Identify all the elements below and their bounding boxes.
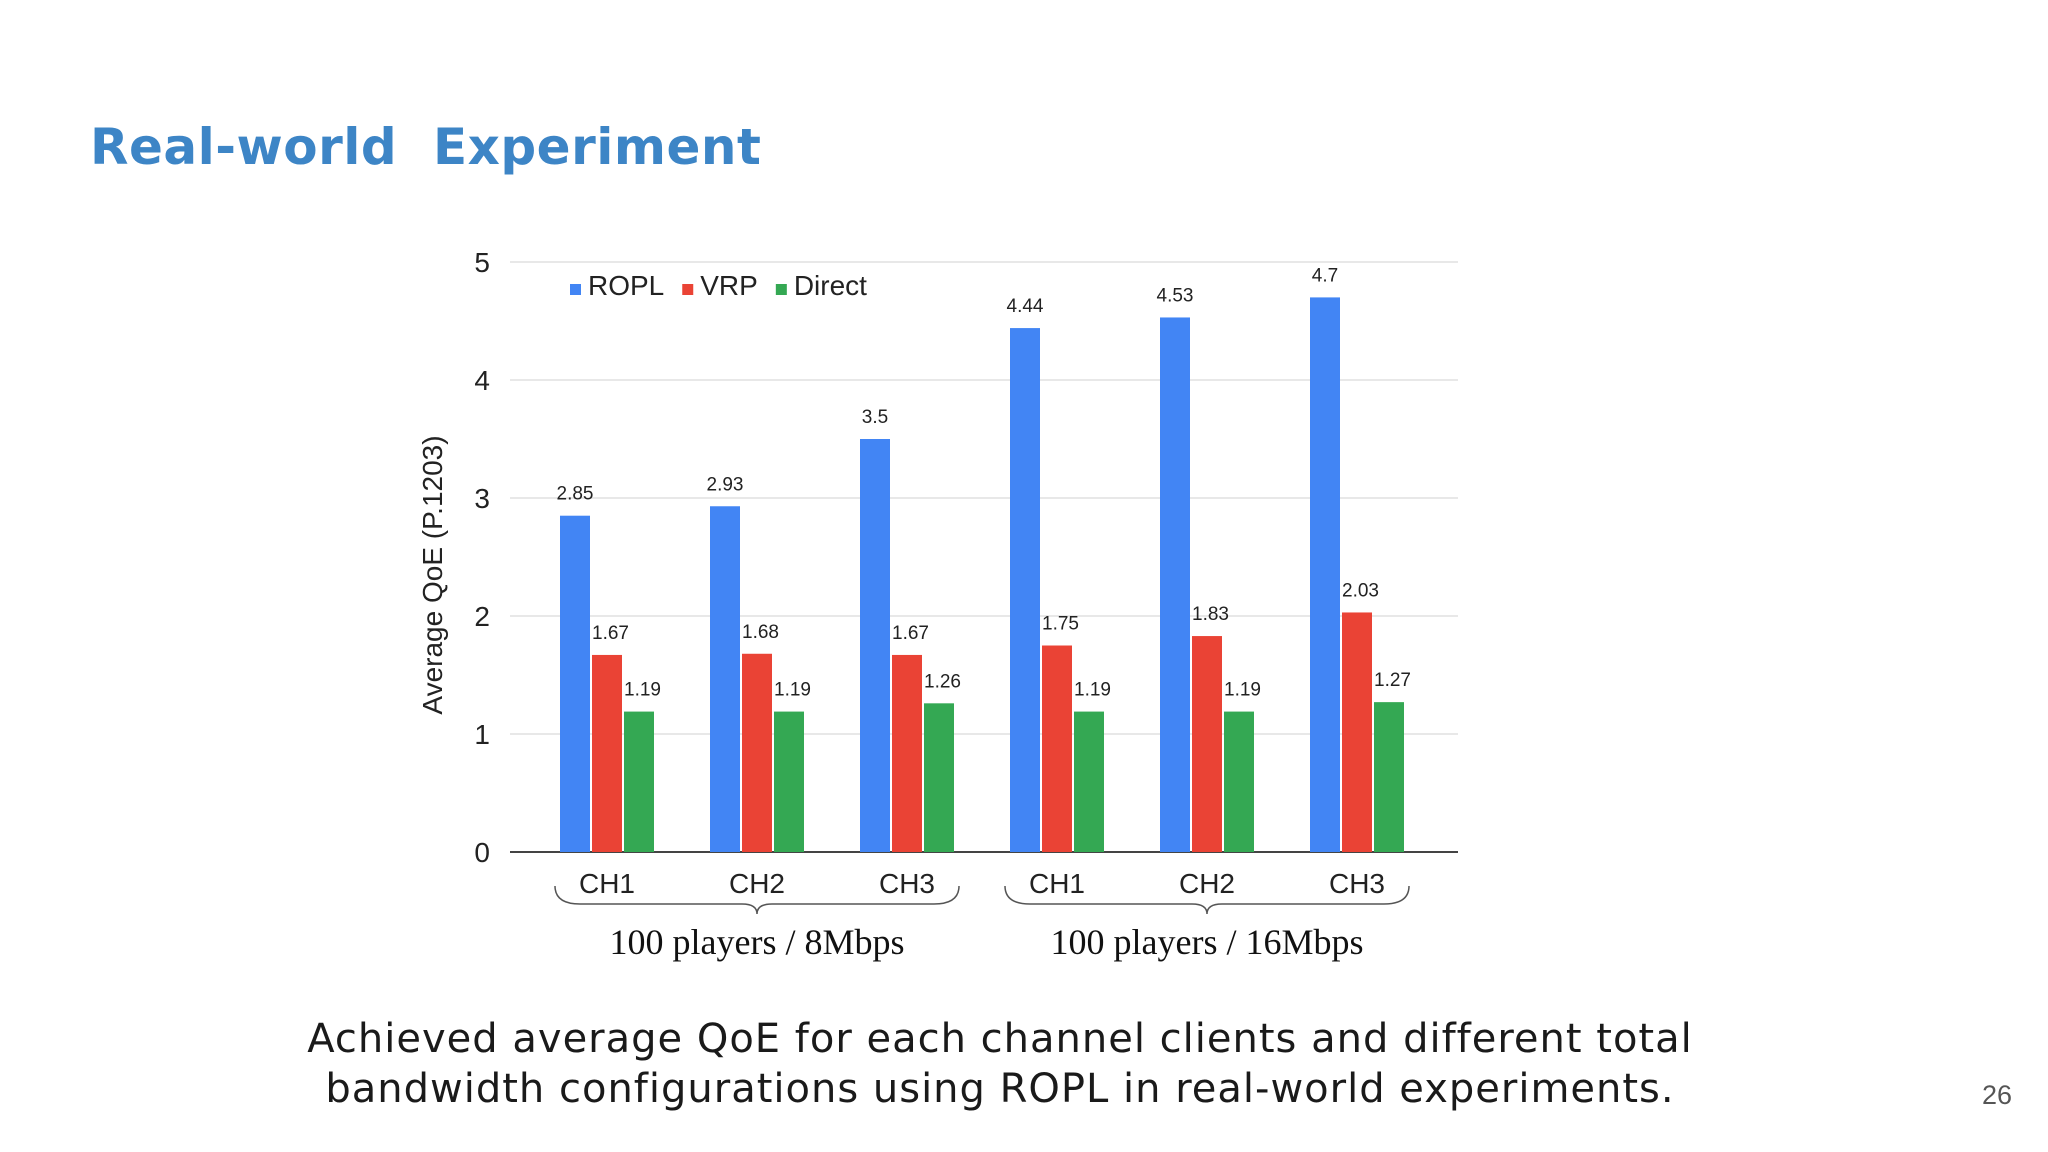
- bar-direct-6: [1374, 702, 1404, 852]
- data-labels: 2.85 1.67 1.19 2.93 1.68 1.19 3.5 1.67 1.26 4.44 1…: [557, 265, 1411, 700]
- legend-swatch-ropl: [570, 284, 581, 295]
- data-label: 1.68: [742, 622, 779, 643]
- legend-label-direct: Direct: [794, 270, 867, 301]
- data-label: 1.27: [1374, 670, 1411, 691]
- grid-lines: [510, 261, 1458, 853]
- y-axis-label: Average QoE (P.1203): [417, 435, 448, 714]
- bar-vrp-5: [1192, 636, 1222, 852]
- group-labels: 100 players / 8Mbps 100 players / 16Mbps: [554, 885, 1410, 962]
- data-label: 3.5: [862, 407, 888, 428]
- bar-ropl-2: [710, 506, 740, 852]
- y-tick-label: 4: [474, 365, 490, 396]
- x-tick-label: CH2: [1179, 868, 1235, 899]
- data-label: 1.67: [592, 623, 629, 644]
- bar-vrp-1: [592, 654, 622, 852]
- group-brace: [1004, 885, 1410, 915]
- bar-ropl-1: [560, 515, 590, 852]
- x-tick-label: CH1: [579, 868, 635, 899]
- y-tick-label: 3: [474, 483, 490, 514]
- y-tick-label: 0: [474, 837, 490, 868]
- bar-ropl-5: [1160, 317, 1190, 853]
- legend-label-vrp: VRP: [700, 270, 758, 301]
- y-axis-ticks: 0 1 2 3 4 5: [474, 247, 490, 868]
- x-tick-label: CH2: [729, 868, 785, 899]
- bar-direct-5: [1224, 711, 1254, 852]
- y-tick-label: 1: [474, 719, 490, 750]
- caption-line-2: bandwidth configurations using ROPL in r…: [325, 1066, 1675, 1112]
- bar-vrp-2: [742, 653, 772, 852]
- bar-ropl-3: [860, 439, 890, 852]
- bar-direct-2: [774, 711, 804, 852]
- group-brace: [554, 885, 960, 915]
- data-label: 1.19: [774, 680, 811, 701]
- data-label: 2.85: [557, 484, 594, 505]
- bars: [560, 297, 1404, 853]
- bar-direct-3: [924, 703, 954, 852]
- caption-line-1: Achieved average QoE for each channel cl…: [307, 1016, 1693, 1062]
- figure-caption: Achieved average QoE for each channel cl…: [200, 1014, 1800, 1114]
- x-tick-label: CH3: [879, 868, 935, 899]
- bar-direct-4: [1074, 711, 1104, 852]
- bar-vrp-4: [1042, 645, 1072, 852]
- data-label: 1.83: [1192, 604, 1229, 625]
- x-tick-label: CH3: [1329, 868, 1385, 899]
- legend-swatch-direct: [775, 284, 787, 295]
- data-label: 2.93: [707, 474, 744, 495]
- x-axis-ticks: CH1 CH2 CH3 CH1 CH2 CH3: [579, 868, 1385, 899]
- data-label: 1.75: [1042, 614, 1079, 635]
- bar-ropl-6: [1310, 297, 1340, 852]
- bar-vrp-6: [1342, 612, 1372, 852]
- data-label: 1.67: [892, 623, 929, 644]
- data-label: 1.19: [1224, 680, 1261, 701]
- data-label: 4.44: [1007, 296, 1044, 317]
- data-label: 1.19: [624, 680, 661, 701]
- data-label: 1.26: [924, 671, 961, 692]
- x-tick-label: CH1: [1029, 868, 1085, 899]
- bar-ropl-4: [1010, 328, 1040, 853]
- group-label: 100 players / 16Mbps: [1051, 922, 1364, 962]
- y-tick-label: 2: [474, 601, 490, 632]
- legend: ROPL VRP Direct: [570, 270, 867, 301]
- group-label: 100 players / 8Mbps: [610, 922, 905, 962]
- data-label: 4.53: [1157, 285, 1194, 306]
- legend-swatch-vrp: [682, 284, 694, 295]
- data-label: 1.19: [1074, 680, 1111, 701]
- bar-direct-1: [624, 711, 654, 852]
- y-tick-label: 5: [474, 247, 490, 278]
- qoe-bar-chart: 0 1 2 3 4 5 2.85 1.67 1.19 2.93 1.68 1.19 3.5 1.67 1.…: [417, 247, 1458, 962]
- legend-label-ropl: ROPL: [588, 270, 664, 301]
- bar-vrp-3: [892, 654, 922, 852]
- page-number: 26: [1981, 1080, 2012, 1110]
- data-label: 2.03: [1342, 580, 1379, 601]
- data-label: 4.7: [1312, 265, 1338, 286]
- slide-title: Real-world Experiment: [90, 118, 762, 176]
